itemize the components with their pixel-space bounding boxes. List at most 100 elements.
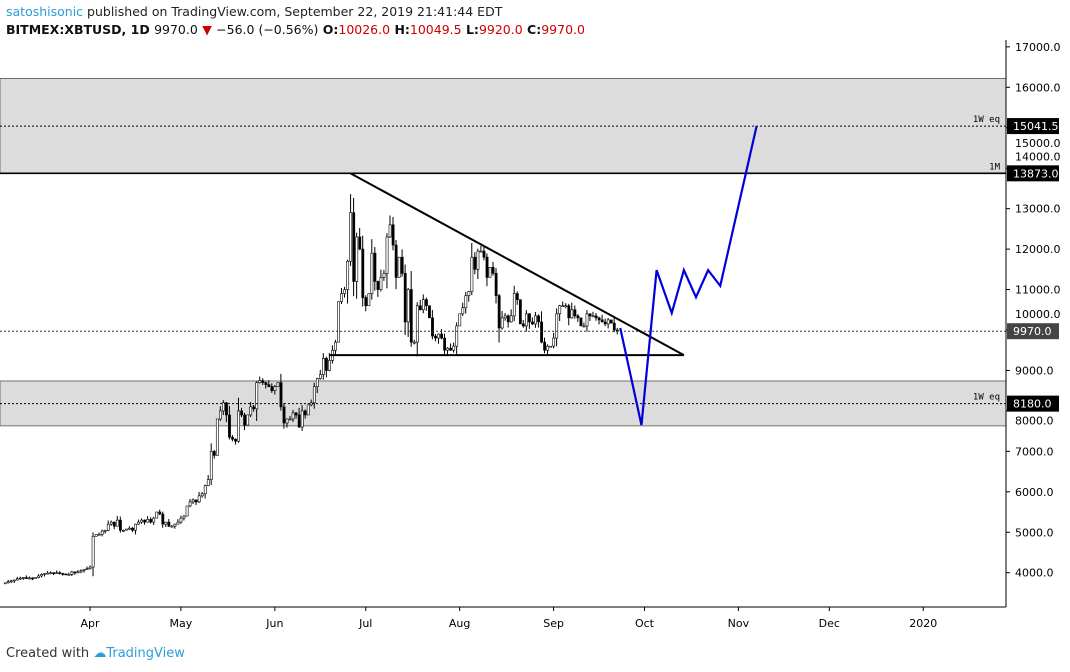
candle-body <box>122 529 125 532</box>
candle <box>446 347 450 355</box>
candle <box>540 311 543 344</box>
candle-body <box>273 386 277 391</box>
candle <box>434 333 437 342</box>
candle <box>452 342 456 353</box>
candle-body <box>485 256 489 278</box>
candle <box>243 412 247 431</box>
candle-body <box>576 315 580 319</box>
candle <box>537 314 540 328</box>
candle-body <box>300 410 304 428</box>
candle <box>276 382 280 387</box>
candle <box>491 261 495 276</box>
candle-body <box>246 414 250 426</box>
candle-body <box>428 305 431 319</box>
candle-body <box>455 325 459 347</box>
candle-body <box>152 517 156 523</box>
candle <box>131 526 134 533</box>
candle <box>70 570 74 576</box>
candle <box>134 523 137 535</box>
close-label: C: <box>527 22 542 37</box>
candle-body <box>555 313 559 339</box>
price-tag <box>1007 323 1059 340</box>
candle-body <box>191 499 195 503</box>
price-chart[interactable]: 1W eq 1M 1W eq 4000.0 5000.0 6000.0 7000.0 8000… <box>0 0 1070 640</box>
candle-body <box>337 301 340 343</box>
candle-body <box>255 382 259 410</box>
candle-body <box>106 523 110 531</box>
candle-body <box>488 267 492 278</box>
candle <box>237 397 240 443</box>
price-tag-label: 13873.0 <box>1013 167 1059 180</box>
candle <box>209 443 213 485</box>
candle <box>406 287 410 337</box>
candle <box>228 405 231 440</box>
candle <box>291 409 295 422</box>
candle <box>515 291 519 305</box>
candle-body <box>582 325 586 328</box>
candle <box>176 519 180 525</box>
candle <box>315 377 319 394</box>
candle-body <box>231 436 234 440</box>
candle-body <box>528 313 531 323</box>
candle-body <box>158 511 162 515</box>
candle-body <box>473 256 477 270</box>
candle <box>182 515 186 521</box>
candle-body <box>31 577 34 580</box>
candle <box>100 529 104 537</box>
candle-body <box>119 519 122 531</box>
candle-body <box>464 295 468 309</box>
candle-body <box>185 505 189 517</box>
candle-body <box>597 317 601 321</box>
down-arrow-icon: ▼ <box>202 22 212 37</box>
tradingview-logo-icon[interactable]: ☁ <box>93 646 107 661</box>
candle-body <box>443 337 447 351</box>
y-tick-label: 6000.0 <box>1015 486 1054 499</box>
candle-body <box>294 412 298 416</box>
candle-body <box>222 402 225 412</box>
candle-body <box>518 299 522 325</box>
candle-body <box>64 573 68 576</box>
candle-body <box>40 574 44 577</box>
candle <box>600 314 604 323</box>
projection-path <box>619 125 758 426</box>
candle <box>215 418 219 456</box>
candle-body <box>325 358 328 371</box>
candle <box>140 518 144 524</box>
candle-body <box>288 418 292 421</box>
candle <box>431 310 434 340</box>
candle-body <box>312 386 316 404</box>
price-tag <box>1007 165 1059 182</box>
candle-body <box>588 313 592 317</box>
candle-body <box>412 341 416 344</box>
candle-body <box>467 291 471 296</box>
candle-body <box>418 305 422 311</box>
candle-body <box>9 580 13 583</box>
candle-body <box>506 315 510 323</box>
candle-body <box>188 501 192 507</box>
candle-body <box>549 345 553 348</box>
candle <box>46 571 50 575</box>
candle-body <box>6 581 10 584</box>
tradingview-link[interactable]: TradingView <box>106 646 185 661</box>
candle-body <box>28 577 31 580</box>
candle-body <box>461 307 465 315</box>
candle-body <box>25 577 28 579</box>
candle-body <box>328 360 331 371</box>
candle-body <box>409 289 413 343</box>
candle <box>206 475 210 487</box>
candle <box>49 571 53 575</box>
candle-body <box>512 293 516 317</box>
author-link[interactable]: satoshisonic <box>6 4 84 19</box>
candle-body <box>458 313 462 327</box>
candle-body <box>143 519 147 523</box>
symbol: BITMEX:XBTUSD, 1D <box>6 22 150 37</box>
candle-body <box>61 573 65 575</box>
candle <box>543 337 547 354</box>
candle-body <box>431 317 434 337</box>
candle <box>282 403 286 429</box>
candle-body <box>594 315 598 319</box>
candle <box>31 577 34 581</box>
candle <box>88 565 92 570</box>
x-tick-label: Aug <box>449 617 470 630</box>
candle-body <box>200 493 204 497</box>
